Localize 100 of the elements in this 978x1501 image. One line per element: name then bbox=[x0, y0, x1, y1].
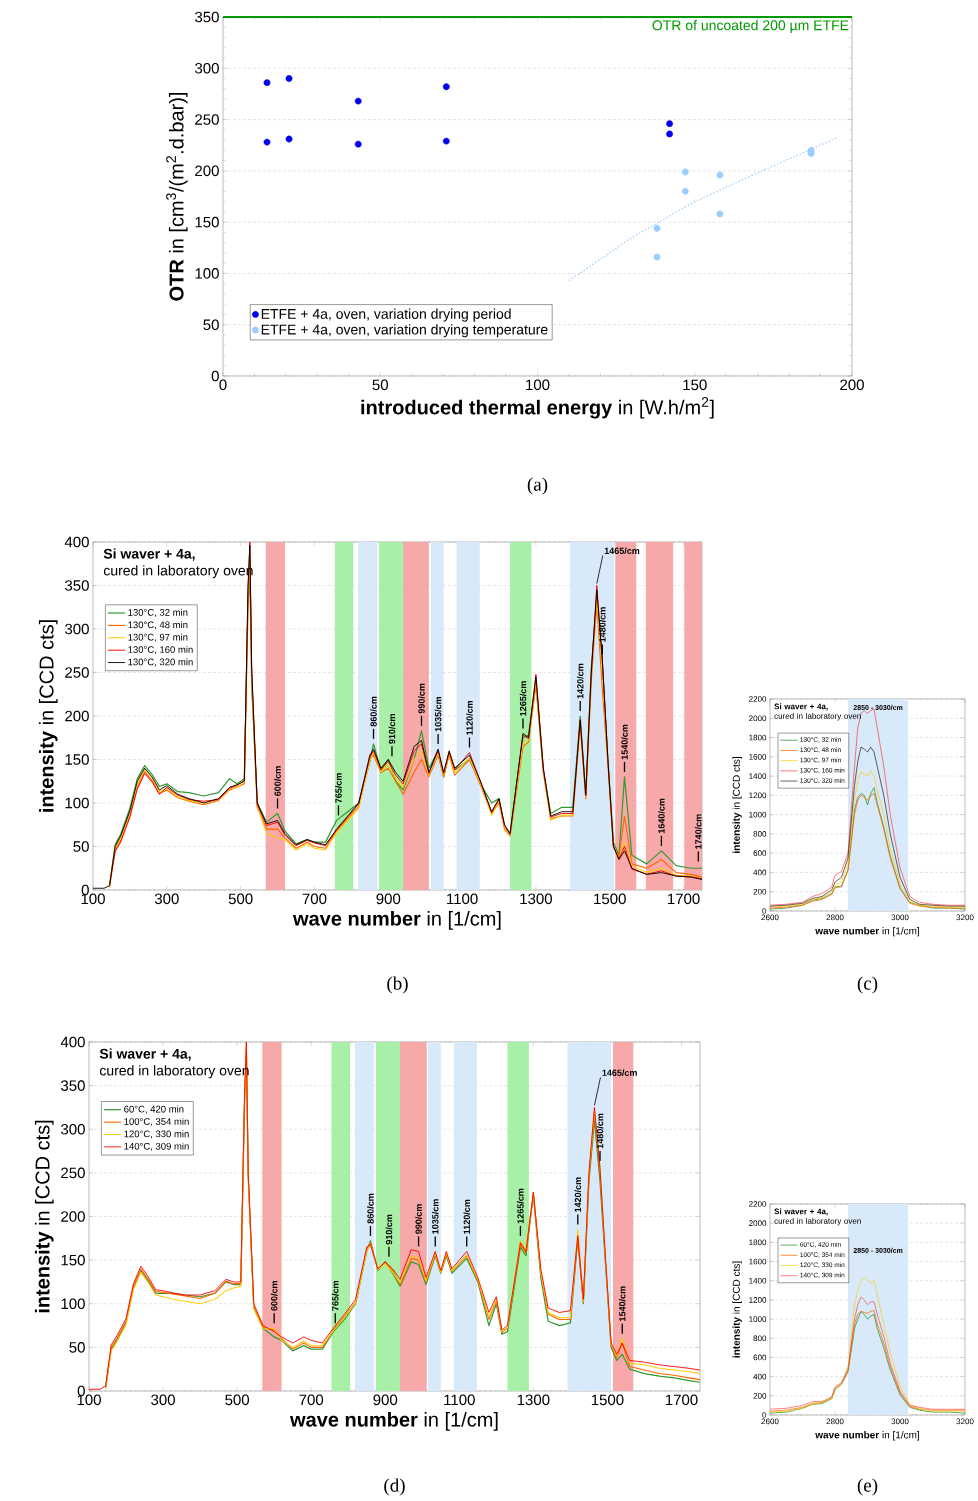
x-tick-label: 3000 bbox=[891, 1418, 909, 1425]
y-tick-label: 200 bbox=[195, 165, 219, 177]
legend-label: 130°C, 160 min bbox=[128, 645, 193, 655]
y-tick-label: 2000 bbox=[749, 715, 767, 722]
y-tick-label: 0 bbox=[762, 908, 767, 914]
legend-label: 120°C, 330 min bbox=[124, 1130, 189, 1139]
x-tick-label: 2800 bbox=[826, 1418, 844, 1425]
y-tick-label: 300 bbox=[195, 62, 219, 74]
y-tick-label: 150 bbox=[65, 754, 89, 765]
annotation: 1420/cm bbox=[574, 1177, 582, 1212]
x-tick-label: 2600 bbox=[761, 1418, 779, 1425]
annotation: 1035/cm bbox=[434, 696, 442, 732]
y-tick-label: 100 bbox=[61, 1298, 85, 1310]
y-axis-title: intensity in [CCD cts] bbox=[38, 620, 58, 812]
y-tick-label: 2200 bbox=[749, 1201, 767, 1207]
x-tick-label: 1300 bbox=[517, 1394, 550, 1406]
annotation: 765/cm bbox=[331, 1281, 339, 1311]
y-tick-label: 1800 bbox=[749, 1239, 767, 1246]
legend-label: ETFE + 4a, oven, variation drying period bbox=[261, 308, 511, 322]
y-tick-label: 800 bbox=[753, 831, 767, 837]
x-tick-label: 1100 bbox=[444, 1394, 475, 1406]
y-tick-label: 2000 bbox=[749, 1220, 767, 1227]
x-tick-label: 100 bbox=[526, 379, 550, 391]
y-tick-label: 350 bbox=[61, 1080, 85, 1091]
y-tick-label: 1000 bbox=[749, 1316, 767, 1322]
annotation: 1480/cm bbox=[596, 1113, 604, 1149]
y-tick-label: 250 bbox=[61, 1167, 85, 1179]
y-tick-label: 200 bbox=[61, 1211, 85, 1222]
y-tick-label: 300 bbox=[65, 623, 89, 635]
x-tick-label: 1500 bbox=[591, 1394, 624, 1406]
y-tick-label: 1000 bbox=[749, 811, 767, 818]
y-axis-title: intensity in [CCD cts] bbox=[732, 1261, 742, 1358]
legend-label: 130°C, 32 min bbox=[128, 608, 188, 617]
y-tick-label: 300 bbox=[61, 1123, 85, 1135]
y-tick-label: 1400 bbox=[749, 1277, 767, 1284]
y-axis-title: intensity in [CCD cts] bbox=[732, 757, 742, 853]
annotation: 1540/cm bbox=[621, 724, 628, 760]
legend-label: 130°C, 97 min bbox=[128, 633, 188, 642]
y-tick-label: 150 bbox=[195, 216, 219, 228]
text: (b) bbox=[387, 976, 408, 994]
y-tick-label: 1200 bbox=[749, 1297, 767, 1303]
y-tick-label: 400 bbox=[64, 536, 89, 548]
x-tick-label: 300 bbox=[154, 893, 179, 905]
annotation: 1265/cm bbox=[517, 1188, 524, 1224]
y-tick-label: 200 bbox=[753, 888, 767, 895]
annotation: 1480/cm bbox=[599, 607, 606, 642]
x-tick-label: 500 bbox=[228, 893, 253, 905]
y-tick-label: 600 bbox=[753, 1354, 767, 1361]
y-tick-label: 600 bbox=[753, 850, 767, 857]
annotation: 1465/cm bbox=[604, 547, 640, 555]
text: (d) bbox=[384, 1478, 405, 1496]
chart-title: Si waver + 4a, bbox=[103, 548, 195, 561]
x-tick-label: 1700 bbox=[665, 1394, 698, 1406]
y-tick-label: 1400 bbox=[749, 773, 767, 779]
annotation: 600/cm bbox=[270, 1281, 278, 1311]
y-tick-label: 200 bbox=[65, 710, 89, 722]
x-tick-label: 500 bbox=[225, 1394, 250, 1406]
x-tick-label: 900 bbox=[376, 893, 401, 905]
annotation: 1035/cm bbox=[431, 1199, 439, 1234]
x-axis-title: wave number in [1/cm] bbox=[292, 911, 501, 930]
x-tick-label: 2600 bbox=[761, 914, 779, 921]
legend-label: 130°C, 48 min bbox=[128, 621, 188, 630]
y-tick-label: 100 bbox=[65, 797, 89, 809]
annotation: 1120/cm bbox=[463, 1199, 471, 1234]
x-tick-label: 150 bbox=[683, 379, 707, 391]
x-axis-title: introduced thermal energy in [W.h/m$^{2}$] bbox=[361, 397, 714, 419]
annotation: 860/cm bbox=[370, 696, 377, 727]
y-tick-label: 350 bbox=[195, 11, 219, 23]
text: cured in laboratory oven bbox=[774, 1217, 861, 1226]
legend-label: ETFE + 4a, oven, variation drying temperature bbox=[261, 324, 548, 338]
x-tick-label: 900 bbox=[373, 1394, 398, 1406]
annotation: 990/cm bbox=[418, 683, 425, 714]
text: (a) bbox=[527, 477, 548, 495]
x-tick-label: 200 bbox=[840, 379, 864, 391]
y-tick-label: 400 bbox=[753, 1373, 767, 1380]
x-tick-label: 3200 bbox=[956, 914, 974, 921]
legend-label: 100°C, 354 min bbox=[124, 1117, 189, 1127]
chart-title: Si waver + 4a, bbox=[774, 703, 828, 711]
y-tick-label: 250 bbox=[195, 114, 219, 125]
x-tick-label: 3200 bbox=[956, 1418, 974, 1425]
y-tick-label: 0 bbox=[762, 1412, 767, 1418]
x-tick-label: 50 bbox=[372, 379, 388, 391]
annotation: 1465/cm bbox=[602, 1069, 637, 1077]
annotation: 860/cm bbox=[367, 1193, 374, 1224]
y-tick-label: 1200 bbox=[749, 792, 767, 799]
y-axis-title: OTR in [cm$^{3}$/(m$^{2}$.d.bar)] bbox=[166, 92, 188, 301]
y-tick-label: 150 bbox=[61, 1254, 85, 1266]
x-tick-label: 3000 bbox=[891, 914, 909, 921]
y-tick-label: 400 bbox=[753, 869, 767, 876]
chart-title: Si waver + 4a, bbox=[99, 1048, 191, 1061]
y-tick-label: 0 bbox=[211, 370, 219, 382]
annotation: 990/cm bbox=[415, 1204, 422, 1234]
x-tick-label: 1100 bbox=[447, 893, 478, 905]
y-tick-label: 50 bbox=[73, 841, 89, 852]
x-tick-label: 300 bbox=[151, 1394, 175, 1406]
y-tick-label: 400 bbox=[60, 1036, 85, 1048]
annotation: 1420/cm bbox=[576, 663, 584, 699]
x-axis-title: wave number in [1/cm] bbox=[815, 927, 920, 937]
annotation: 910/cm bbox=[388, 714, 396, 744]
y-tick-label: 50 bbox=[69, 1342, 85, 1353]
